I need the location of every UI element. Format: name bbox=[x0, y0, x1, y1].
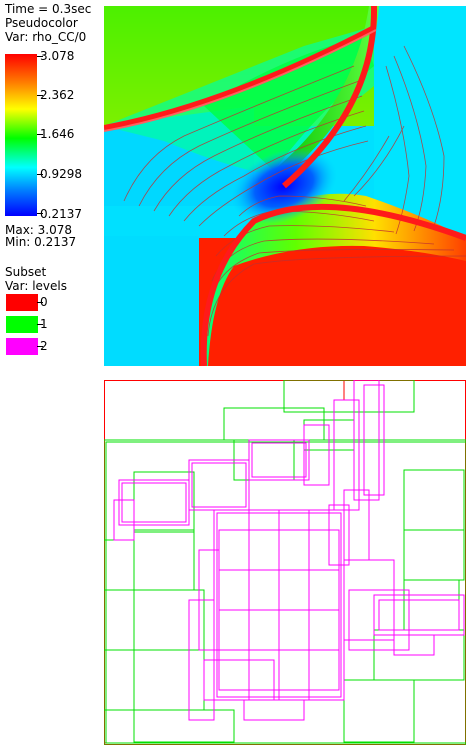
subset-title: Subset bbox=[5, 265, 47, 279]
variable-label: Var: rho_CC/0 bbox=[5, 30, 87, 44]
tick-mark bbox=[37, 213, 43, 214]
tick-label: 1.646 bbox=[40, 127, 75, 141]
tick-label-min: 0.2137 bbox=[40, 207, 82, 221]
tick-label-max: 3.078 bbox=[40, 49, 75, 63]
level-2-label: 2 bbox=[40, 339, 48, 353]
level-2-patches bbox=[113, 379, 465, 721]
subset-variable-label: Var: levels bbox=[5, 279, 67, 293]
plot-type-label: Pseudocolor bbox=[5, 16, 78, 30]
tick-mark bbox=[37, 324, 43, 325]
pseudocolor-plot[interactable] bbox=[103, 5, 468, 367]
tick-label: 2.362 bbox=[40, 88, 75, 102]
color-bar bbox=[5, 54, 37, 216]
tick-mark bbox=[37, 134, 43, 135]
min-label: Min: 0.2137 bbox=[5, 235, 77, 249]
tick-mark bbox=[37, 56, 43, 57]
tick-mark bbox=[37, 346, 43, 347]
max-label: Max: 3.078 bbox=[5, 223, 73, 237]
amr-patches bbox=[103, 379, 467, 746]
time-label: Time = 0.3sec bbox=[5, 2, 92, 16]
tick-mark bbox=[37, 174, 43, 175]
tick-mark bbox=[37, 302, 43, 303]
level-2-swatch bbox=[6, 338, 38, 355]
level-1-label: 1 bbox=[40, 317, 48, 331]
tick-label: 0.9298 bbox=[40, 167, 82, 181]
level-1-swatch bbox=[6, 316, 38, 333]
tick-mark bbox=[37, 95, 43, 96]
level-0-swatch bbox=[6, 294, 38, 311]
subset-levels-plot[interactable] bbox=[103, 379, 467, 746]
level-0-label: 0 bbox=[40, 295, 48, 309]
density-field bbox=[103, 5, 468, 367]
